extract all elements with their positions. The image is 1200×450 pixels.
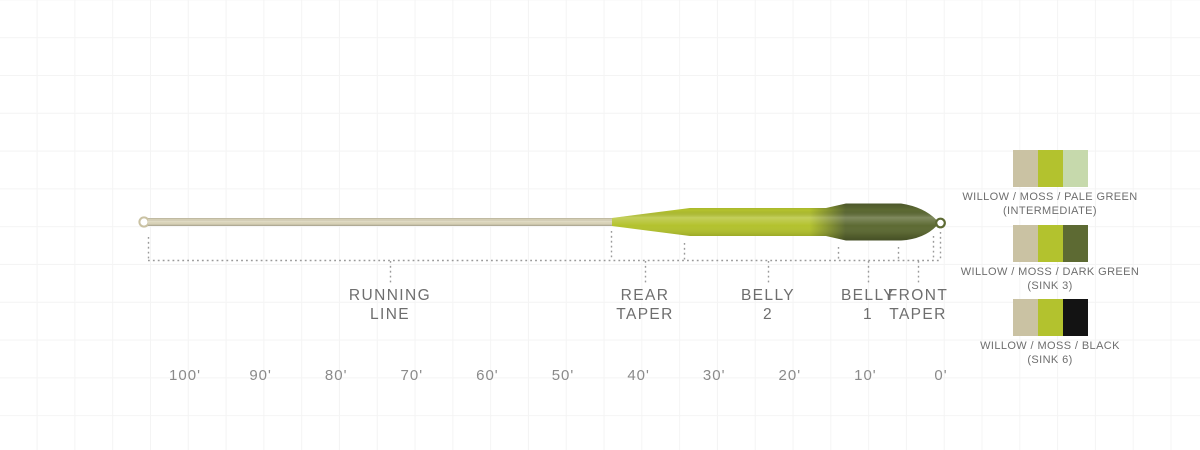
section-label-rear-taper: REAR TAPER [616, 286, 674, 324]
head-body-shading [612, 203, 937, 241]
measure-bracket [147, 231, 942, 283]
section-label-running-line: RUNNING LINE [349, 286, 431, 324]
swatch2-moss-segment [1038, 225, 1063, 262]
swatch1-moss-segment [1038, 150, 1063, 187]
swatch-willow-moss-black [1013, 299, 1088, 336]
swatch3-moss-segment [1038, 299, 1063, 336]
axis-tick-90ft: 90' [249, 367, 272, 384]
swatch-willow-moss-dark-green [1013, 225, 1088, 262]
section-label-line2: TAPER [616, 306, 674, 323]
axis-tick-80ft: 80' [324, 367, 348, 384]
section-label-line1: RUNNING [348, 287, 432, 304]
swatch2-willow-segment [1013, 225, 1038, 262]
axis-tick-60ft: 60' [476, 367, 499, 384]
swatch-willow-moss-pale-green [1013, 150, 1088, 187]
section-label-belly2: BELLY 2 [741, 286, 795, 324]
swatch-caption-colors: WILLOW / MOSS / BLACK [980, 340, 1120, 352]
axis-tick-100ft: 100' [169, 367, 201, 384]
axis-tick-50ft: 50' [551, 367, 575, 384]
axis-tick-40ft: 40' [627, 367, 650, 384]
section-label-line2: TAPER [889, 306, 947, 323]
swatch2-dark-green-segment [1063, 225, 1088, 262]
swatch3-black-segment [1063, 299, 1088, 336]
swatch-caption-sink-rate: (INTERMEDIATE) [1002, 204, 1097, 217]
swatch-caption-sink-rate: (SINK 6) [1027, 353, 1073, 366]
section-label-line2: 1 [862, 306, 874, 323]
swatch3-willow-segment [1013, 299, 1038, 336]
rear-loop [138, 216, 150, 228]
running-line-shading [148, 218, 612, 226]
swatch-caption-colors: WILLOW / MOSS / DARK GREEN [960, 266, 1140, 278]
axis-tick-70ft: 70' [400, 367, 424, 384]
axis-tick-20ft: 20' [778, 367, 802, 384]
swatch1-willow-segment [1013, 150, 1038, 187]
section-label-line2: LINE [369, 306, 411, 323]
axis-tick-10ft: 10' [854, 367, 877, 384]
section-label-front-taper: FRONT TAPER [888, 286, 948, 324]
section-label-line2: 2 [762, 306, 774, 323]
axis-tick-30ft: 30' [702, 367, 726, 384]
tip-loop [935, 217, 946, 229]
swatch-caption-colors: WILLOW / MOSS / PALE GREEN [962, 191, 1138, 203]
swatch-caption-pale-green: WILLOW / MOSS / PALE GREEN (INTERMEDIATE… [920, 191, 1180, 218]
section-label-line1: BELLY [740, 287, 796, 304]
section-label-belly1: BELLY 1 [841, 286, 895, 324]
section-label-line1: FRONT [887, 287, 949, 304]
swatch-caption-dark-green: WILLOW / MOSS / DARK GREEN (SINK 3) [920, 266, 1180, 293]
swatch-caption-sink-rate: (SINK 3) [1027, 279, 1073, 292]
section-label-line1: BELLY [840, 287, 896, 304]
section-label-line1: REAR [620, 287, 670, 304]
swatch1-pale-green-segment [1063, 150, 1088, 187]
axis-tick-0ft: 0' [934, 367, 948, 384]
swatch-caption-black: WILLOW / MOSS / BLACK (SINK 6) [920, 340, 1180, 367]
